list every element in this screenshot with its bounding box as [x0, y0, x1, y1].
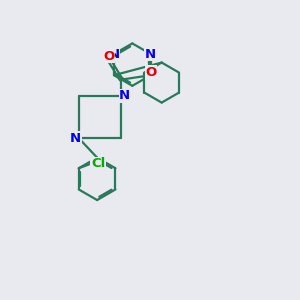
Text: Cl: Cl — [91, 157, 105, 170]
Text: N: N — [119, 89, 130, 102]
Text: O: O — [103, 50, 114, 63]
Text: N: N — [145, 47, 156, 61]
Text: O: O — [145, 66, 156, 79]
Text: N: N — [70, 132, 81, 145]
Text: N: N — [108, 47, 119, 61]
